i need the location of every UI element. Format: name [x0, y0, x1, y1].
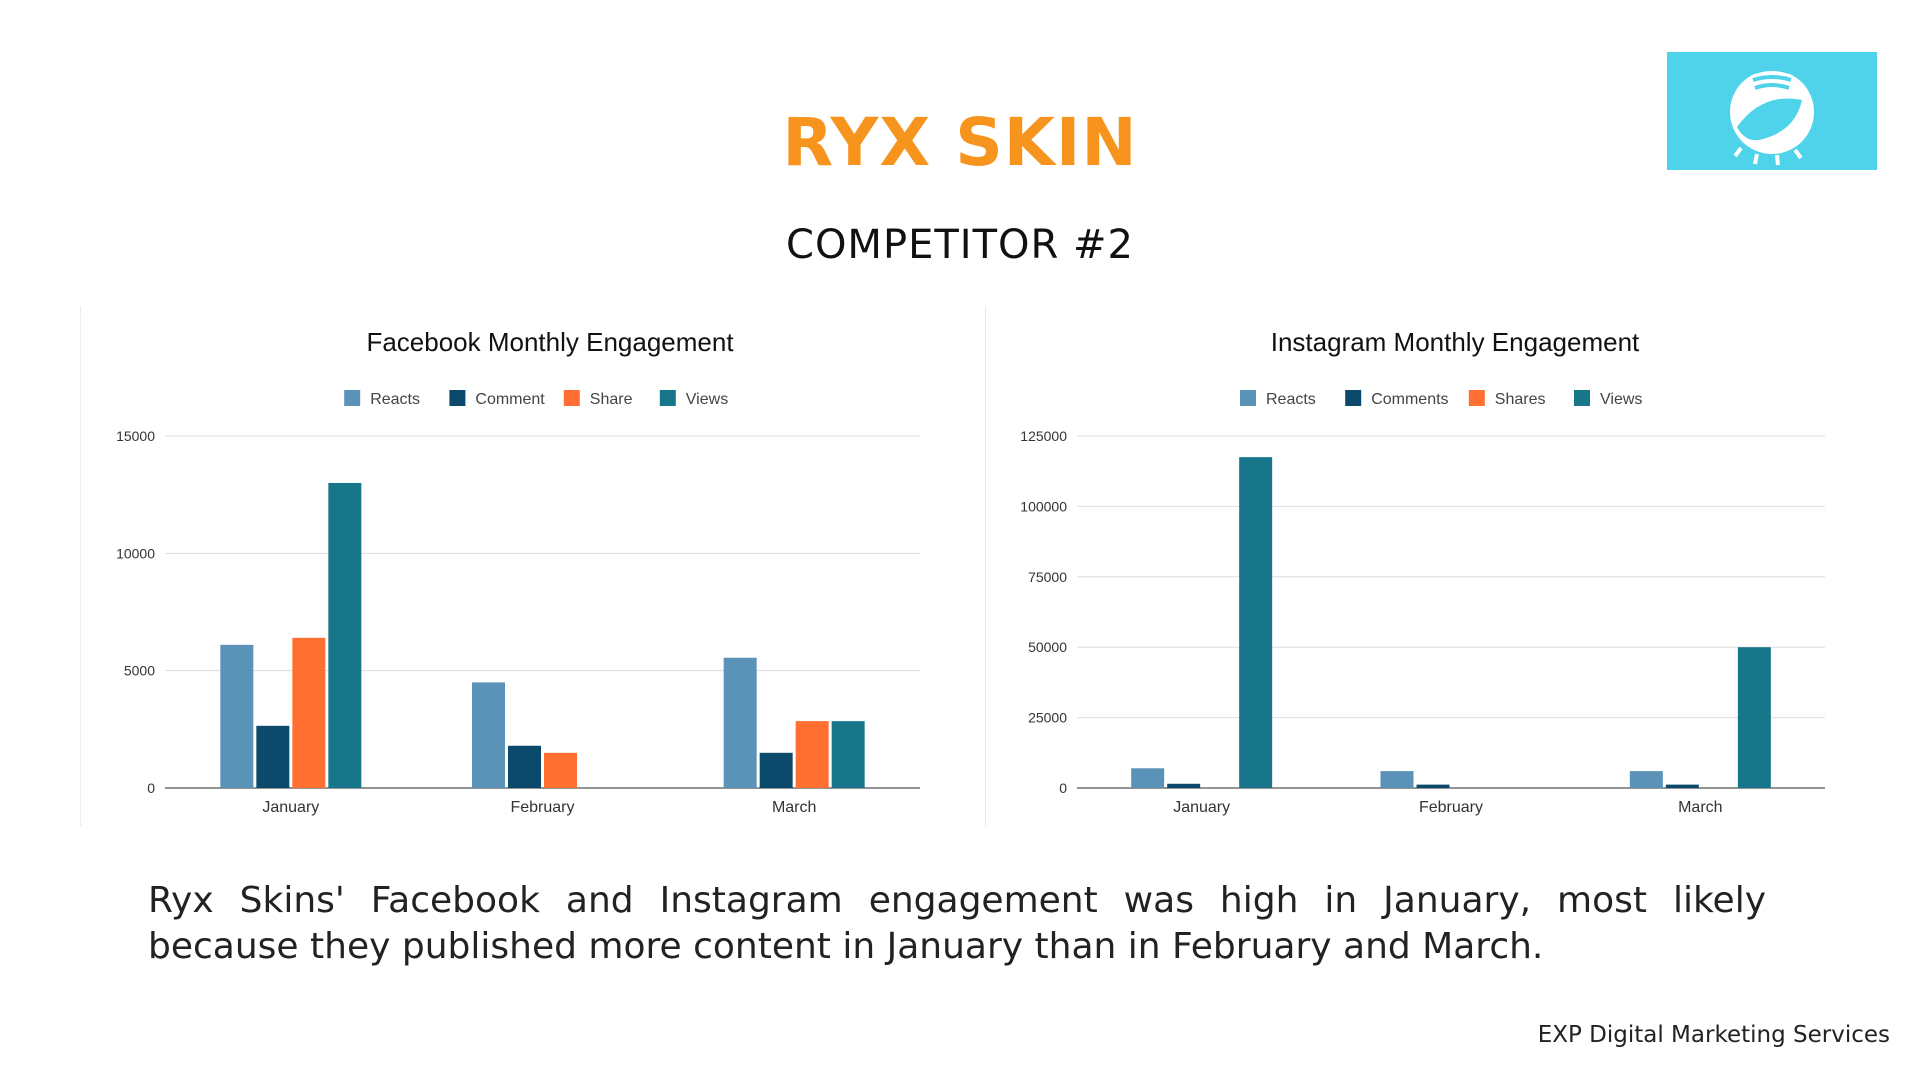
page-subtitle: COMPETITOR #2 — [786, 222, 1134, 268]
y-tick-label: 50000 — [1028, 639, 1067, 655]
bar-share-february — [544, 752, 577, 788]
y-tick-label: 75000 — [1028, 569, 1067, 585]
brand-logo — [1667, 52, 1877, 170]
legend-label: Reacts — [1266, 391, 1316, 408]
logo-icon — [1730, 67, 1814, 166]
bar-comment-january — [256, 725, 290, 788]
legend-label: Shares — [1495, 391, 1546, 408]
page-title: RYX SKIN — [782, 104, 1138, 181]
bar-reacts-february — [1380, 771, 1414, 788]
legend-swatch — [1240, 390, 1256, 406]
bar-share-march — [795, 721, 829, 788]
legend-label: Views — [686, 391, 728, 408]
bar-comment-march — [759, 752, 793, 788]
x-tick-label: March — [1678, 799, 1722, 816]
legend-label: Reacts — [370, 391, 420, 408]
chart-separator — [985, 306, 986, 826]
y-tick-label: 25000 — [1028, 710, 1067, 726]
legend-swatch — [449, 390, 466, 406]
bar-views-march — [831, 721, 865, 788]
x-tick-label: February — [1419, 799, 1483, 816]
summary-caption: Ryx Skins' Facebook and Instagram engage… — [148, 880, 1766, 967]
y-tick-label: 10000 — [116, 545, 155, 561]
bar-views-january — [1239, 457, 1273, 788]
legend-swatch — [659, 390, 676, 406]
chart-left-border — [80, 306, 81, 826]
x-tick-label: February — [510, 799, 574, 816]
footer-credit: EXP Digital Marketing Services — [1537, 1022, 1890, 1048]
y-tick-label: 0 — [147, 780, 155, 796]
bar-comments-february — [1416, 784, 1450, 788]
bar-reacts-march — [1629, 771, 1663, 788]
facebook-engagement-chart: Facebook Monthly Engagement Reacts Comment… — [116, 327, 920, 816]
legend-label: Comment — [475, 391, 545, 408]
bar-comment-february — [508, 745, 541, 788]
legend-swatch — [1345, 390, 1362, 406]
legend-swatch — [344, 390, 361, 406]
bar-reacts-february — [472, 682, 505, 788]
x-tick-label: January — [1173, 799, 1230, 816]
legend-swatch — [1468, 390, 1485, 406]
legend-swatch — [1574, 390, 1590, 406]
y-tick-label: 100000 — [1020, 498, 1067, 514]
y-tick-label: 5000 — [124, 663, 155, 679]
bar-share-january — [292, 637, 326, 788]
chart-title: Instagram Monthly Engagement — [1271, 327, 1640, 357]
legend-label: Comments — [1371, 391, 1448, 408]
bar-views-march — [1737, 647, 1771, 788]
bar-reacts-january — [220, 644, 254, 788]
bar-reacts-march — [723, 657, 757, 788]
y-tick-label: 125000 — [1020, 428, 1067, 444]
bar-views-january — [328, 482, 362, 788]
bar-reacts-january — [1131, 768, 1165, 788]
instagram-engagement-chart: Instagram Monthly Engagement Reacts Commen… — [1020, 327, 1825, 816]
x-tick-label: March — [772, 799, 816, 816]
bar-comments-january — [1167, 783, 1201, 788]
legend-label: Views — [1600, 391, 1642, 408]
legend-swatch — [563, 390, 580, 406]
y-tick-label: 0 — [1059, 780, 1067, 796]
legend-label: Share — [590, 391, 633, 408]
chart-title: Facebook Monthly Engagement — [366, 327, 734, 357]
y-tick-label: 15000 — [116, 428, 155, 444]
x-tick-label: January — [262, 799, 319, 816]
bar-comments-march — [1665, 784, 1699, 788]
